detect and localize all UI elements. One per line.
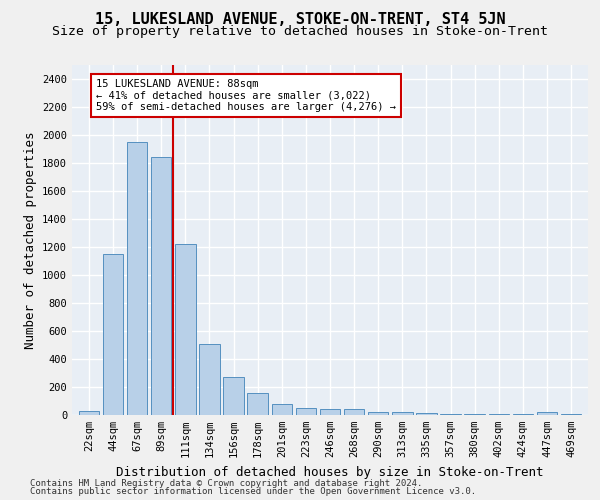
- Bar: [464, 414, 485, 415]
- Bar: [368, 412, 388, 415]
- Bar: [416, 413, 437, 415]
- Text: Contains HM Land Registry data © Crown copyright and database right 2024.: Contains HM Land Registry data © Crown c…: [30, 478, 422, 488]
- Bar: [79, 411, 99, 415]
- Bar: [488, 414, 509, 415]
- Y-axis label: Number of detached properties: Number of detached properties: [23, 131, 37, 349]
- Bar: [272, 404, 292, 415]
- Text: Contains public sector information licensed under the Open Government Licence v3: Contains public sector information licen…: [30, 487, 476, 496]
- Text: 15 LUKESLAND AVENUE: 88sqm
← 41% of detached houses are smaller (3,022)
59% of s: 15 LUKESLAND AVENUE: 88sqm ← 41% of deta…: [96, 79, 396, 112]
- Bar: [223, 376, 244, 415]
- Bar: [561, 414, 581, 415]
- Bar: [247, 394, 268, 415]
- Bar: [103, 254, 123, 415]
- Bar: [175, 244, 196, 415]
- Bar: [440, 414, 461, 415]
- X-axis label: Distribution of detached houses by size in Stoke-on-Trent: Distribution of detached houses by size …: [116, 466, 544, 478]
- Bar: [392, 412, 413, 415]
- Bar: [151, 158, 172, 415]
- Bar: [344, 410, 364, 415]
- Bar: [296, 408, 316, 415]
- Bar: [537, 412, 557, 415]
- Bar: [199, 344, 220, 415]
- Bar: [127, 142, 148, 415]
- Text: 15, LUKESLAND AVENUE, STOKE-ON-TRENT, ST4 5JN: 15, LUKESLAND AVENUE, STOKE-ON-TRENT, ST…: [95, 12, 505, 28]
- Bar: [512, 414, 533, 415]
- Text: Size of property relative to detached houses in Stoke-on-Trent: Size of property relative to detached ho…: [52, 25, 548, 38]
- Bar: [320, 408, 340, 415]
